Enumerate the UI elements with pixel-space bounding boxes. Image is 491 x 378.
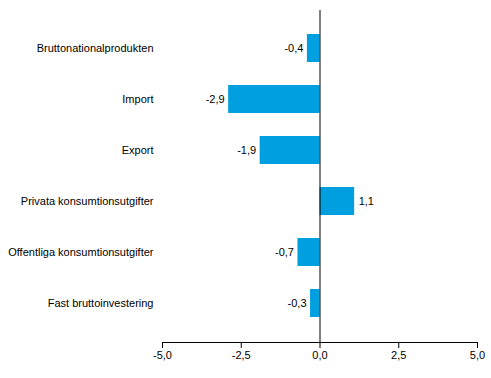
svg-text:-5,0: -5,0 <box>153 349 172 361</box>
svg-text:Privata konsumtionsutgifter: Privata konsumtionsutgifter <box>21 195 154 207</box>
svg-text:5,0: 5,0 <box>470 349 485 361</box>
svg-text:Offentliga konsumtionsutgifter: Offentliga konsumtionsutgifter <box>8 246 154 258</box>
svg-text:0,0: 0,0 <box>312 349 327 361</box>
svg-text:2,5: 2,5 <box>391 349 406 361</box>
svg-text:-2,5: -2,5 <box>232 349 251 361</box>
svg-text:Fast bruttoinvestering: Fast bruttoinvestering <box>48 297 154 309</box>
svg-text:-0,4: -0,4 <box>284 42 303 54</box>
svg-text:Export: Export <box>122 144 154 156</box>
svg-text:Import: Import <box>122 93 153 105</box>
svg-text:-0,3: -0,3 <box>288 297 307 309</box>
svg-text:Bruttonationalprodukten: Bruttonationalprodukten <box>37 42 154 54</box>
svg-text:1,1: 1,1 <box>359 195 374 207</box>
svg-text:-2,9: -2,9 <box>206 93 225 105</box>
svg-text:-0,7: -0,7 <box>275 246 294 258</box>
svg-text:-1,9: -1,9 <box>237 144 256 156</box>
